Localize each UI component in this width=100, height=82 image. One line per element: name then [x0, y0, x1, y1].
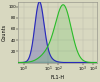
X-axis label: FL1-H: FL1-H	[50, 75, 65, 80]
Y-axis label: Counts: Counts	[2, 24, 7, 41]
